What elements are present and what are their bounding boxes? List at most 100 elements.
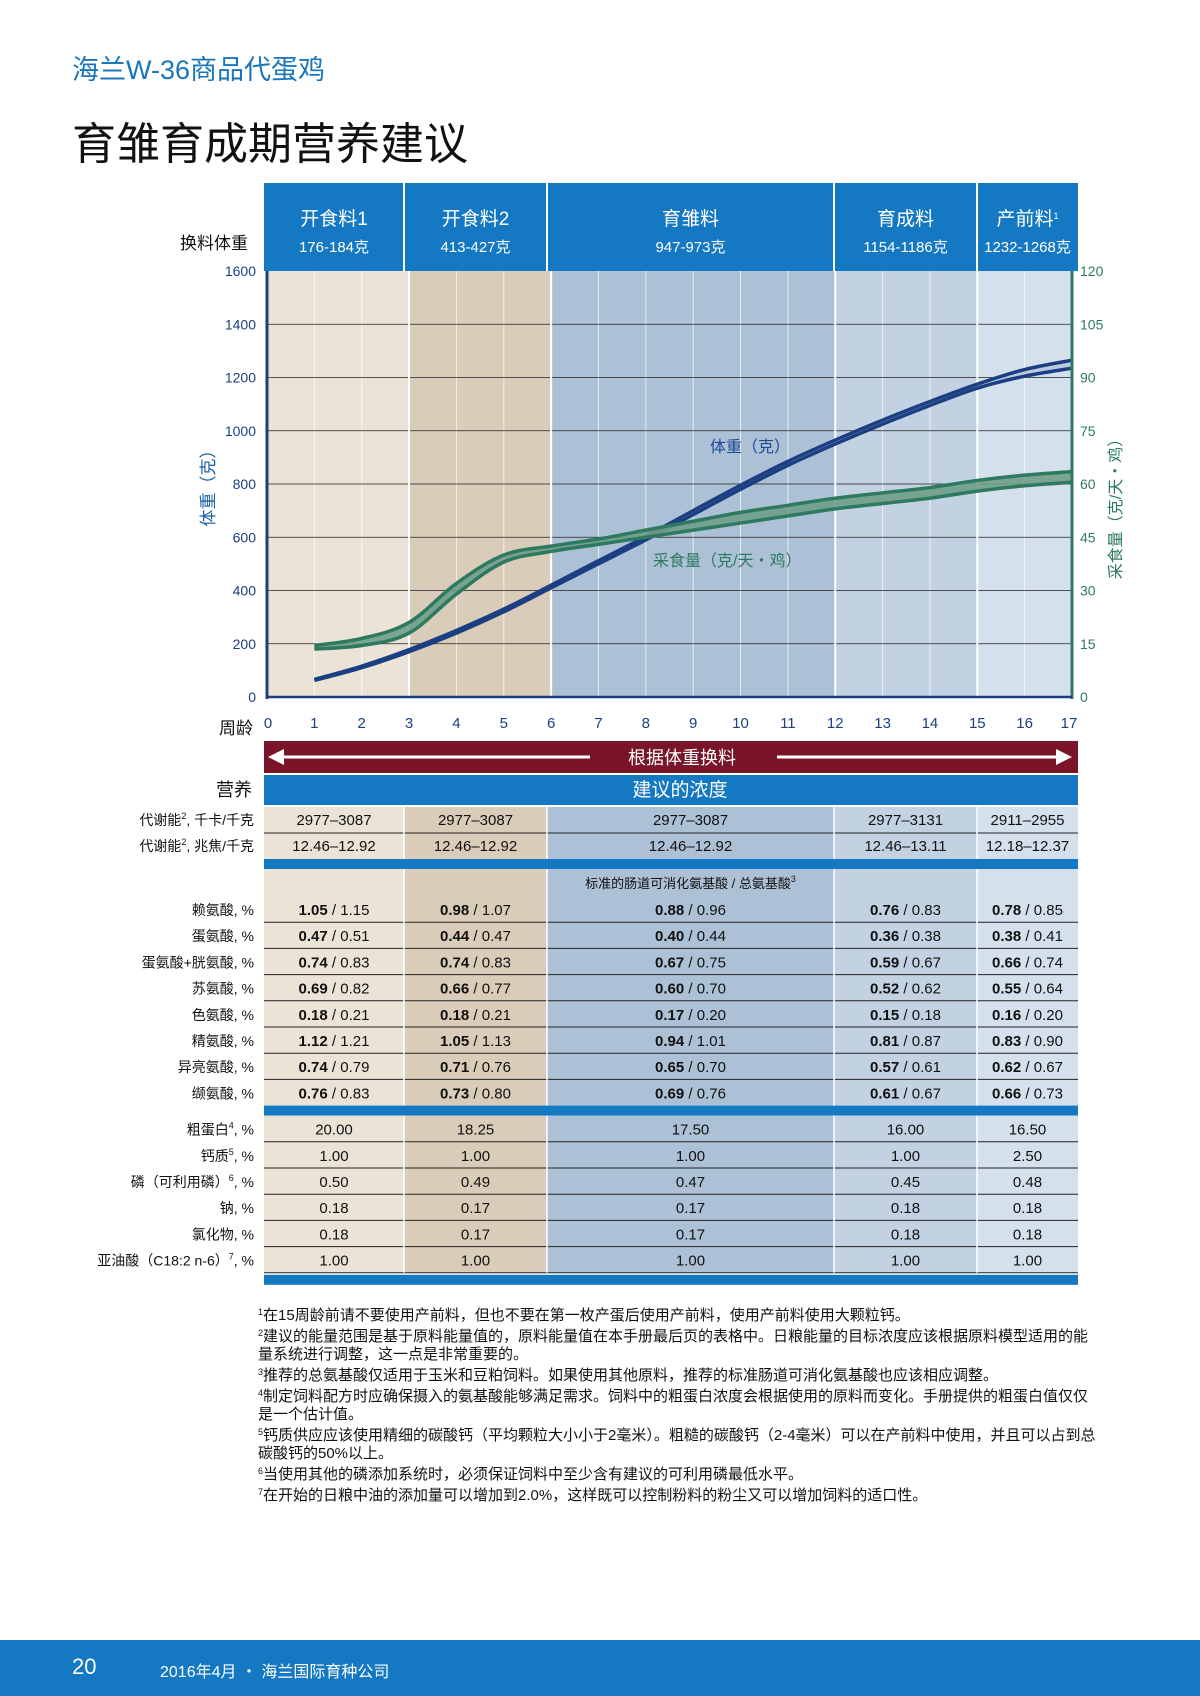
phase-name: 开食料2: [442, 208, 510, 230]
table-cell: 1.00: [676, 1148, 705, 1165]
right-tick-label: 15: [1080, 636, 1096, 652]
table-cell: 0.18: [891, 1200, 920, 1217]
x-tick-label: 0: [264, 715, 272, 732]
table-cell: 0.98 / 1.07: [440, 902, 511, 919]
table-cell: 12.46–12.92: [434, 838, 517, 855]
section-separator: [264, 859, 1078, 869]
footnote: 6当使用其他的磷添加系统时，必须保证饲料中至少含有建议的可利用磷最低水平。: [258, 1466, 1098, 1484]
brand-title: 海兰W-36商品代蛋鸡: [72, 55, 326, 85]
row-label: 代谢能2, 兆焦/千克: [139, 837, 254, 854]
phase-name: 育雏料: [662, 208, 719, 230]
table-cell: 16.00: [887, 1122, 925, 1139]
x-tick-label: 15: [969, 715, 986, 732]
y-left-axis-label: 体重（克）: [199, 442, 218, 527]
footnote-number: 3: [258, 1367, 264, 1377]
table-cell: 2977–3131: [868, 812, 943, 829]
table-cell: 0.60 / 0.70: [655, 981, 726, 998]
table-cell: 0.15 / 0.18: [870, 1007, 941, 1024]
table-cell: 1.00: [461, 1253, 490, 1270]
table-cell: 0.45: [891, 1174, 920, 1191]
right-tick-label: 0: [1080, 689, 1088, 705]
table-cell: 12.46–12.92: [292, 838, 375, 855]
table-cell: 0.47: [676, 1174, 705, 1191]
x-tick-label: 12: [827, 715, 844, 732]
table-cell: 0.17 / 0.20: [655, 1007, 726, 1024]
x-tick-label: 8: [642, 715, 650, 732]
left-tick-label: 1200: [225, 370, 256, 386]
table-cell: 16.50: [1009, 1122, 1047, 1139]
row-label: 代谢能2, 千卡/千克: [139, 811, 254, 828]
banner-text: 根据体重换料: [628, 748, 736, 768]
x-tick-label: 11: [780, 715, 796, 732]
row-label: 蛋氨酸, %: [192, 928, 254, 944]
table-cell: 0.16 / 0.20: [992, 1007, 1063, 1024]
table-cell: 0.47 / 0.51: [299, 928, 370, 945]
table-cell: 0.67 / 0.75: [655, 954, 726, 971]
footnote-text: 在15周龄前请不要使用产前料，但也不要在第一枚产蛋后使用产前料，使用产前料使用大…: [263, 1307, 910, 1324]
left-tick-label: 200: [233, 636, 257, 652]
table-cell: 18.25: [457, 1122, 495, 1139]
left-tick-label: 400: [233, 583, 257, 599]
footnote: 1在15周龄前请不要使用产前料，但也不要在第一枚产蛋后使用产前料，使用产前料使用…: [258, 1307, 1098, 1325]
table-cell: 0.48: [1013, 1174, 1042, 1191]
x-tick-label: 2: [358, 715, 366, 732]
x-tick-label: 16: [1016, 715, 1033, 732]
footnote: 7在开始的日粮中油的添加量可以增加到2.0%，这样既可以控制粉料的粉尘又可以增加…: [258, 1487, 1098, 1505]
phase-header-bar: [264, 183, 1078, 271]
right-tick-label: 45: [1080, 529, 1096, 545]
table-cell: 1.12 / 1.21: [299, 1033, 370, 1050]
table-cell: 0.44 / 0.47: [440, 928, 511, 945]
table-cell: 12.46–12.92: [649, 838, 732, 855]
nutrition-label: 营养: [216, 780, 252, 800]
footer-info: 2016年4月 ・ 海兰国际育种公司: [160, 1664, 390, 1681]
table-cell: 2977–3087: [438, 812, 513, 829]
x-tick-label: 6: [547, 715, 555, 732]
left-tick-label: 600: [233, 529, 257, 545]
x-tick-label: 14: [922, 715, 939, 732]
phase-weight: 1232-1268克: [984, 239, 1071, 256]
x-tick-label: 5: [500, 715, 508, 732]
table-cell: 0.66 / 0.73: [992, 1085, 1063, 1102]
row-label: 赖氨酸, %: [192, 902, 254, 918]
x-tick-label: 13: [874, 715, 891, 732]
footnotes: 1在15周龄前请不要使用产前料，但也不要在第一枚产蛋后使用产前料，使用产前料使用…: [258, 1307, 1098, 1508]
phase-name: 育成料: [877, 208, 934, 230]
right-tick-label: 105: [1080, 316, 1104, 332]
series-label: 采食量（克/天・鸡）: [653, 552, 801, 570]
table-cell: 0.76 / 0.83: [870, 902, 941, 919]
row-label: 蛋氨酸+胱氨酸, %: [142, 954, 254, 970]
table-cell: 2.50: [1013, 1148, 1042, 1165]
table-cell: 0.61 / 0.67: [870, 1085, 941, 1102]
concentration-header: 建议的浓度: [632, 779, 727, 801]
phase-name: 开食料1: [300, 208, 368, 230]
banner-arrowhead-right: [1056, 749, 1072, 765]
footnote-number: 6: [258, 1466, 264, 1476]
table-cell: 2977–3087: [653, 812, 728, 829]
table-cell: 0.52 / 0.62: [870, 981, 941, 998]
table-cell: 12.18–12.37: [986, 838, 1069, 855]
right-tick-label: 90: [1080, 370, 1096, 386]
table-cell: 0.17: [676, 1200, 705, 1217]
table-cell: 1.00: [891, 1148, 920, 1165]
table-cell: 0.57 / 0.61: [870, 1059, 941, 1076]
amino-section-header: 标准的肠道可消化氨基酸 / 总氨基酸3: [585, 874, 796, 891]
phase-name: 产前料1: [996, 208, 1058, 230]
concentration-header-bar: [264, 775, 1078, 805]
footnote: 5钙质供应应该使用精细的碳酸钙（平均颗粒大小小于2毫米）。粗糙的碳酸钙（2-4毫…: [258, 1427, 1098, 1463]
column-background: [264, 869, 404, 1106]
row-label: 色氨酸, %: [192, 1007, 254, 1023]
table-cell: 0.17: [461, 1226, 490, 1243]
switch-weight-label: 换料体重: [180, 234, 248, 253]
row-label: 钙质5, %: [201, 1147, 254, 1164]
phase-weight: 413-427克: [440, 239, 510, 256]
footnote-number: 5: [258, 1427, 264, 1437]
x-tick-label: 17: [1061, 715, 1078, 732]
footnote-number: 4: [258, 1388, 264, 1398]
left-tick-label: 1600: [225, 263, 256, 279]
table-cell: 1.00: [319, 1253, 348, 1270]
table-cell: 0.38 / 0.41: [992, 928, 1063, 945]
page-number: 20: [72, 1654, 97, 1679]
table-cell: 2977–3087: [296, 812, 371, 829]
table-cell: 1.00: [461, 1148, 490, 1165]
table-cell: 20.00: [315, 1122, 353, 1139]
